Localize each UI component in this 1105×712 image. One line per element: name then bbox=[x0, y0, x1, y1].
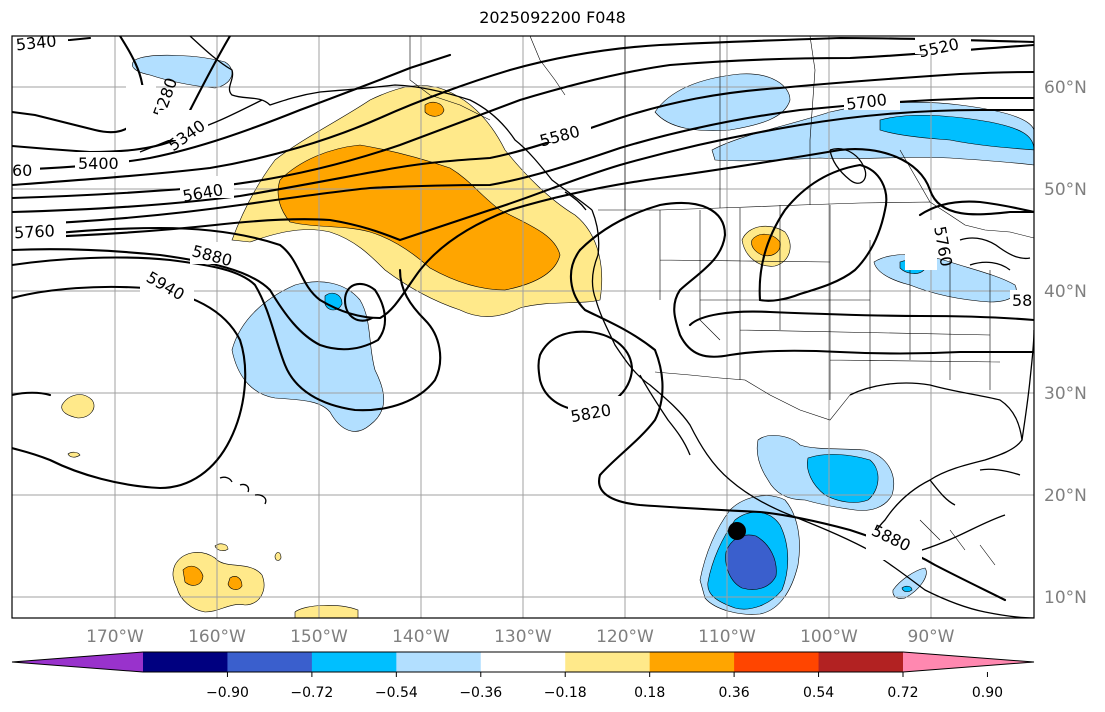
storm-marker-dot bbox=[728, 522, 746, 540]
graticule bbox=[12, 36, 1034, 618]
colorbar-segment bbox=[649, 652, 735, 672]
fill-rockies-orange bbox=[751, 233, 781, 257]
colorbar-tick-label: −0.18 bbox=[544, 685, 587, 701]
colorbar-tick-label: −0.54 bbox=[375, 685, 418, 701]
fill-nepac-orange bbox=[277, 144, 561, 291]
fill-yellow-small-2 bbox=[274, 552, 282, 561]
contour-5880-southwest bbox=[578, 201, 1034, 358]
map-frame bbox=[11, 35, 1035, 619]
colorbar-outline bbox=[11, 651, 1035, 673]
border-alaska-canada bbox=[409, 36, 491, 121]
contour-label-5340-top: 5340 bbox=[15, 31, 57, 54]
coast-great-lakes bbox=[959, 237, 1031, 271]
coast-baja bbox=[639, 374, 691, 456]
contour-5340 bbox=[12, 36, 232, 154]
colorbar-tick-label: −0.72 bbox=[290, 685, 333, 701]
anomaly-fills bbox=[61, 54, 1034, 618]
contour-5460 bbox=[12, 36, 1034, 187]
fill-mexico-deepblue bbox=[807, 454, 879, 503]
lon-label-110w: 110°W bbox=[698, 627, 756, 647]
colorbar-segment bbox=[734, 652, 820, 672]
fill-orange-blob-hawaii-1 bbox=[182, 565, 204, 586]
colorbar-tick-label: −0.90 bbox=[206, 685, 249, 701]
lon-label-160w: 160°W bbox=[188, 627, 246, 647]
colorbar-extension-low bbox=[12, 652, 143, 672]
colorbar-segment bbox=[227, 652, 313, 672]
lat-label-20n: 20°N bbox=[1044, 486, 1087, 506]
political-borders bbox=[409, 36, 1034, 566]
contour-5880 bbox=[12, 256, 442, 412]
lon-label-170w: 170°W bbox=[86, 627, 144, 647]
coast-cuba bbox=[979, 468, 1021, 476]
lat-label-30n: 30°N bbox=[1044, 384, 1087, 404]
coast-vancouver bbox=[564, 191, 587, 211]
coast-hudson-bay bbox=[829, 148, 867, 184]
lat-label-50n: 50°N bbox=[1044, 180, 1087, 200]
contour-5280 bbox=[12, 36, 145, 134]
colorbar-segment bbox=[480, 652, 566, 672]
coast-hawaii bbox=[219, 476, 267, 505]
contour-5940 bbox=[12, 285, 247, 490]
contour-label-60: 60 bbox=[12, 161, 32, 180]
coast-pacific-northwest bbox=[591, 209, 1034, 618]
contour-5940-west bbox=[12, 391, 52, 397]
contour-5820-east bbox=[688, 310, 1034, 327]
latitude-labels: 60°N 50°N 40°N 30°N 20°N 10°N bbox=[1044, 78, 1087, 608]
fill-yellow-blob-30n bbox=[61, 394, 95, 419]
longitude-labels: 170°W 160°W 150°W 140°W 130°W 120°W 110°… bbox=[86, 627, 955, 647]
coast-alaska bbox=[189, 36, 593, 211]
fill-orange-small-gulf bbox=[424, 101, 445, 117]
contour-5700-east bbox=[918, 200, 1034, 217]
contour-5640 bbox=[12, 96, 1034, 227]
lat-label-10n: 10°N bbox=[1044, 588, 1087, 608]
fill-central-america-deepblue bbox=[901, 585, 913, 593]
colorbar-segment bbox=[818, 652, 904, 672]
contour-5760-east bbox=[758, 163, 888, 302]
colorbar-segment bbox=[565, 652, 651, 672]
colorbar-extension-high bbox=[903, 652, 1034, 672]
lon-label-130w: 130°W bbox=[494, 627, 552, 647]
colorbar: −0.90 −0.72 −0.54 −0.36 −0.18 0.18 0.36 0.54 0.7… bbox=[11, 651, 1035, 701]
colorbar-tick-label: 0.72 bbox=[887, 685, 918, 701]
fill-alaska-lightblue bbox=[131, 54, 233, 89]
fill-yellow-small-1 bbox=[214, 543, 229, 551]
contour-5700 bbox=[12, 108, 1034, 242]
colorbar-segment bbox=[311, 652, 397, 672]
colorbar-tick-label: 0.54 bbox=[803, 685, 834, 701]
contour-label-5760: 5760 bbox=[14, 221, 56, 242]
lat-label-60n: 60°N bbox=[1044, 78, 1087, 98]
contour-5580 bbox=[12, 70, 1034, 214]
lat-label-40n: 40°N bbox=[1044, 282, 1087, 302]
colorbar-tick-label: 0.36 bbox=[719, 685, 750, 701]
contour-5820 bbox=[537, 330, 634, 412]
contour-5820-outer bbox=[12, 248, 387, 351]
contour-label-58: 58 bbox=[1012, 291, 1032, 310]
colorbar-segment bbox=[143, 652, 228, 672]
contour-label-5700: 5700 bbox=[845, 90, 888, 114]
border-canada-provinces bbox=[529, 36, 931, 210]
lon-label-140w: 140°W bbox=[392, 627, 450, 647]
coast-gulf-of-mexico bbox=[849, 382, 1023, 555]
fill-orange-blob-hawaii-2 bbox=[227, 576, 243, 590]
colorbar-tick-label: −0.36 bbox=[459, 685, 502, 701]
border-central-america bbox=[919, 519, 996, 566]
contour-5760 bbox=[12, 148, 1034, 320]
lon-label-120w: 120°W bbox=[596, 627, 654, 647]
lon-label-100w: 100°W bbox=[800, 627, 858, 647]
colorbar-tick-label: 0.90 bbox=[972, 685, 1003, 701]
map-title: 2025092200 F048 bbox=[479, 8, 626, 27]
coast-yucatan bbox=[929, 479, 956, 506]
fill-yellow-blob-south bbox=[294, 605, 359, 618]
contour-label-5400: 5400 bbox=[78, 154, 119, 173]
fill-yellow-blob-25n bbox=[67, 451, 81, 458]
border-us-mexico bbox=[654, 371, 851, 421]
colorbar-tick-label: 0.18 bbox=[634, 685, 665, 701]
contour-labels: 5340 5280 5340 5400 60 5640 5760 5880 59… bbox=[12, 31, 1034, 560]
lon-label-90w: 90°W bbox=[908, 627, 955, 647]
colorbar-segment bbox=[396, 652, 482, 672]
lon-label-150w: 150°W bbox=[290, 627, 348, 647]
